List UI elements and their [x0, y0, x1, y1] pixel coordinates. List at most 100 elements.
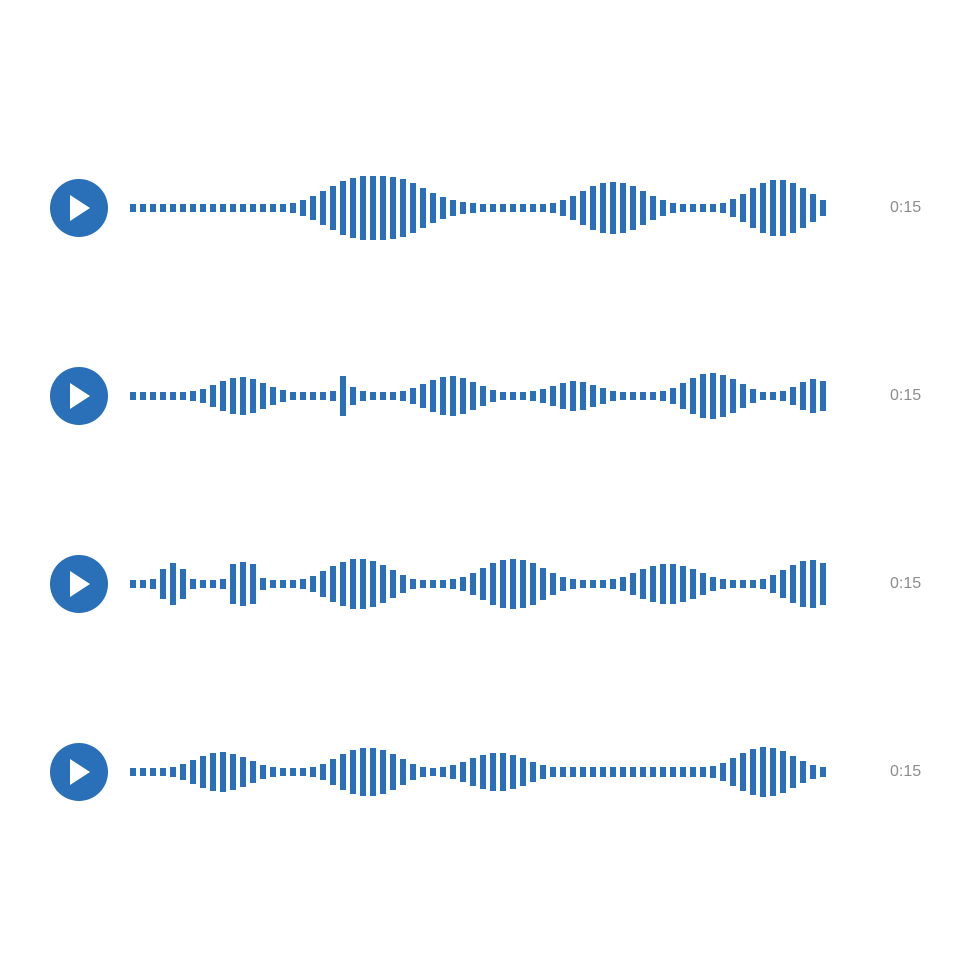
waveform-bar	[150, 768, 156, 776]
duration-label: 0:15	[890, 387, 930, 405]
waveform-bar	[730, 379, 736, 413]
waveform[interactable]	[130, 549, 868, 619]
waveform-bar	[430, 193, 436, 223]
waveform-bar	[570, 381, 576, 411]
waveform-bar	[250, 204, 256, 212]
waveform-bar	[580, 767, 586, 777]
play-button[interactable]	[50, 367, 108, 425]
waveform-bar	[380, 565, 386, 603]
waveform-bar	[160, 204, 166, 212]
waveform-bar	[440, 580, 446, 588]
waveform-bar	[600, 767, 606, 777]
waveform-bar	[570, 579, 576, 589]
waveform-bar	[240, 377, 246, 415]
waveform-bar	[310, 767, 316, 777]
waveform-bar	[780, 391, 786, 401]
waveform-bar	[520, 758, 526, 786]
waveform-bar	[640, 392, 646, 400]
waveform-bar	[520, 392, 526, 400]
waveform-bar	[500, 753, 506, 791]
waveform-bar	[160, 569, 166, 599]
waveform-bar	[180, 764, 186, 780]
waveform-bar	[670, 564, 676, 604]
waveform-bar	[710, 766, 716, 778]
waveform-bar	[630, 186, 636, 230]
waveform-bar	[220, 204, 226, 212]
waveform-bar	[470, 203, 476, 213]
waveform-bar	[620, 392, 626, 400]
play-icon	[68, 383, 90, 409]
waveform-bar	[820, 200, 826, 216]
waveform-bar	[820, 767, 826, 777]
waveform-bar	[230, 204, 236, 212]
waveform-bar	[150, 579, 156, 589]
waveform-bar	[300, 768, 306, 776]
waveform-bar	[390, 570, 396, 598]
waveform-bar	[620, 767, 626, 777]
waveform-bar	[790, 387, 796, 405]
waveform-bar	[480, 204, 486, 212]
waveform-bar	[420, 188, 426, 228]
waveform-bar	[190, 391, 196, 401]
waveform-bar	[760, 183, 766, 233]
waveform-bar	[580, 580, 586, 588]
waveform-bar	[230, 378, 236, 414]
waveform-bar	[470, 382, 476, 410]
waveform-bar	[420, 767, 426, 777]
waveform[interactable]	[130, 737, 868, 807]
waveform-bar	[210, 753, 216, 791]
waveform-bar	[280, 204, 286, 212]
waveform-bar	[350, 178, 356, 238]
waveform-bar	[310, 392, 316, 400]
waveform-bar	[380, 392, 386, 400]
waveform-bar	[370, 176, 376, 240]
waveform-bar	[430, 768, 436, 776]
waveform-bar	[500, 392, 506, 400]
play-button[interactable]	[50, 179, 108, 237]
waveform-bar	[150, 204, 156, 212]
waveform-bar	[130, 204, 136, 212]
waveform[interactable]	[130, 173, 868, 243]
waveform-bar	[640, 191, 646, 225]
waveform-bar	[180, 569, 186, 599]
waveform-bar	[810, 560, 816, 608]
waveform-bar	[270, 387, 276, 405]
waveform-bar	[190, 760, 196, 784]
waveform-bar	[460, 762, 466, 782]
waveform-bar	[370, 392, 376, 400]
waveform-bar	[710, 373, 716, 419]
waveform-bar	[610, 767, 616, 777]
waveform-bar	[320, 571, 326, 597]
waveform-bar	[360, 748, 366, 796]
waveform-bar	[620, 183, 626, 233]
waveform-bar	[540, 568, 546, 600]
waveform-bar	[740, 194, 746, 222]
play-button[interactable]	[50, 555, 108, 613]
waveform-bar	[540, 204, 546, 212]
waveform-bar	[530, 391, 536, 401]
waveform-bar	[260, 204, 266, 212]
waveform-bar	[360, 176, 366, 240]
waveform-bar	[350, 750, 356, 794]
waveform-bar	[340, 754, 346, 790]
waveform[interactable]	[130, 361, 868, 431]
waveform-bar	[450, 579, 456, 589]
waveform-bar	[170, 767, 176, 777]
waveform-bar	[260, 765, 266, 779]
waveform-bar	[130, 392, 136, 400]
waveform-bar	[790, 565, 796, 603]
waveform-bar	[200, 204, 206, 212]
waveform-bar	[380, 750, 386, 794]
waveform-bar	[270, 204, 276, 212]
play-icon	[68, 195, 90, 221]
waveform-bar	[620, 577, 626, 591]
waveform-bar	[720, 763, 726, 781]
waveform-bar	[740, 580, 746, 588]
waveform-bar	[720, 203, 726, 213]
play-button[interactable]	[50, 743, 108, 801]
waveform-bar	[530, 204, 536, 212]
waveform-bar	[460, 202, 466, 214]
waveform-bar	[510, 559, 516, 609]
waveform-bar	[510, 392, 516, 400]
waveform-bar	[300, 200, 306, 216]
